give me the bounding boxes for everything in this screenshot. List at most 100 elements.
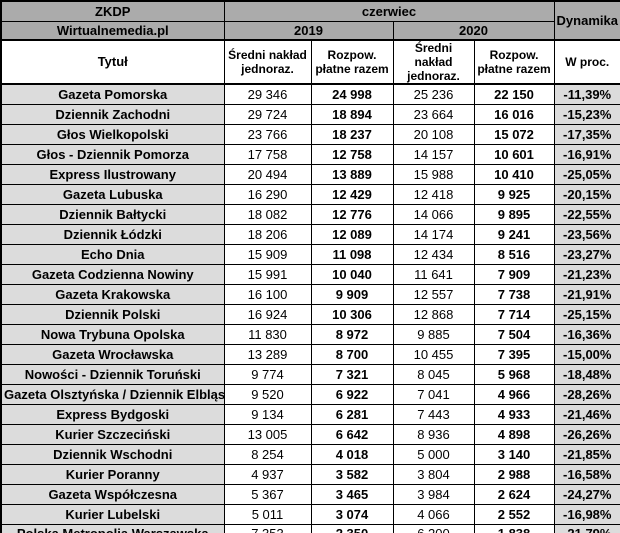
title-cell: Nowości - Dziennik Toruński xyxy=(0,363,225,385)
title-cell: Nowa Trybuna Opolska xyxy=(0,323,225,345)
paid-2020-cell: 16 016 xyxy=(473,103,555,125)
avg-2019-cell: 16 100 xyxy=(223,283,312,305)
dynamics-cell: -20,15% xyxy=(553,183,620,205)
avg-2019-cell: 11 830 xyxy=(223,323,312,345)
paid-2019-cell: 13 889 xyxy=(310,163,394,185)
table-row: Gazeta Olsztyńska / Dziennik Elbląski 9 … xyxy=(0,383,620,405)
paid-2019-cell: 12 758 xyxy=(310,143,394,165)
paid-2019-cell: 2 350 xyxy=(310,523,394,533)
paid-2019-cell: 6 922 xyxy=(310,383,394,405)
dynamics-cell: -15,23% xyxy=(553,103,620,125)
avg-2020-cell: 14 157 xyxy=(392,143,475,165)
title-cell: Gazeta Pomorska xyxy=(0,83,225,105)
avg-2019-cell: 16 924 xyxy=(223,303,312,325)
dynamics-cell: -21,23% xyxy=(553,263,620,285)
title-cell: Gazeta Krakowska xyxy=(0,283,225,305)
avg-2020-cell: 15 988 xyxy=(392,163,475,185)
paid-2020-cell: 2 988 xyxy=(473,463,555,485)
year-2019-label: 2019 xyxy=(223,20,394,41)
dynamics-cell: -21,85% xyxy=(553,443,620,465)
dynamics-cell: -25,05% xyxy=(553,163,620,185)
table-row: Express Bydgoski 9 134 6 281 7 443 4 933… xyxy=(0,403,620,425)
paid-2020-cell: 8 516 xyxy=(473,243,555,265)
paid-2020-cell: 15 072 xyxy=(473,123,555,145)
header-row-1: ZKDP czerwiec Dynamika xyxy=(0,0,620,41)
table-row: Kurier Szczeciński 13 005 6 642 8 936 4 … xyxy=(0,423,620,445)
dynamics-cell: -26,26% xyxy=(553,423,620,445)
dynamics-cell: -16,98% xyxy=(553,503,620,525)
table-row: Nowa Trybuna Opolska 11 830 8 972 9 885 … xyxy=(0,323,620,345)
table-row: Głos - Dziennik Pomorza 17 758 12 758 14… xyxy=(0,143,620,165)
dynamics-cell: -21,79% xyxy=(553,523,620,533)
dynamics-cell: -18,48% xyxy=(553,363,620,385)
table-row: Nowości - Dziennik Toruński 9 774 7 321 … xyxy=(0,363,620,385)
title-cell: Głos Wielkopolski xyxy=(0,123,225,145)
paid-2019-cell: 4 018 xyxy=(310,443,394,465)
avg-2019-cell: 29 724 xyxy=(223,103,312,125)
paid-2019-cell: 3 465 xyxy=(310,483,394,505)
dynamics-cell: -24,27% xyxy=(553,483,620,505)
percent-column-header: W proc. xyxy=(553,39,620,85)
avg-2019-column-header: Średni nakład jednoraz. xyxy=(223,39,312,85)
avg-2020-cell: 8 936 xyxy=(392,423,475,445)
avg-2019-cell: 23 766 xyxy=(223,123,312,145)
paid-2019-cell: 12 429 xyxy=(310,183,394,205)
title-cell: Dziennik Zachodni xyxy=(0,103,225,125)
avg-2019-cell: 9 134 xyxy=(223,403,312,425)
title-cell: Kurier Szczeciński xyxy=(0,423,225,445)
column-header-row: Tytuł Średni nakład jednoraz. Rozpow. pł… xyxy=(0,39,620,85)
avg-2019-cell: 4 937 xyxy=(223,463,312,485)
avg-2020-cell: 11 641 xyxy=(392,263,475,285)
paid-2019-cell: 11 098 xyxy=(310,243,394,265)
title-column-header: Tytuł xyxy=(0,39,225,85)
title-cell: Dziennik Łódzki xyxy=(0,223,225,245)
avg-2019-cell: 16 290 xyxy=(223,183,312,205)
avg-2019-cell: 9 520 xyxy=(223,383,312,405)
avg-2020-cell: 6 200 xyxy=(392,523,475,533)
table-row: Głos Wielkopolski 23 766 18 237 20 108 1… xyxy=(0,123,620,145)
year-2020-label: 2020 xyxy=(392,20,555,41)
table-row: Dziennik Zachodni 29 724 18 894 23 664 1… xyxy=(0,103,620,125)
title-cell: Gazeta Codzienna Nowiny xyxy=(0,263,225,285)
site-label: Wirtualnemedia.pl xyxy=(0,20,225,41)
dynamics-cell: -21,91% xyxy=(553,283,620,305)
avg-2019-cell: 15 991 xyxy=(223,263,312,285)
table-row: Dziennik Bałtycki 18 082 12 776 14 066 9… xyxy=(0,203,620,225)
paid-2019-cell: 10 040 xyxy=(310,263,394,285)
paid-2019-cell: 8 700 xyxy=(310,343,394,365)
dynamics-cell: -16,36% xyxy=(553,323,620,345)
avg-2020-cell: 14 066 xyxy=(392,203,475,225)
dynamics-cell: -17,35% xyxy=(553,123,620,145)
avg-2019-cell: 17 758 xyxy=(223,143,312,165)
table-row: Gazeta Lubuska 16 290 12 429 12 418 9 92… xyxy=(0,183,620,205)
paid-2019-column-header: Rozpow. płatne razem xyxy=(310,39,394,85)
paid-2020-cell: 9 895 xyxy=(473,203,555,225)
avg-2020-cell: 25 236 xyxy=(392,83,475,105)
avg-2020-cell: 12 868 xyxy=(392,303,475,325)
table-row: Dziennik Łódzki 18 206 12 089 14 174 9 2… xyxy=(0,223,620,245)
paid-2020-cell: 2 552 xyxy=(473,503,555,525)
dynamics-cell: -21,46% xyxy=(553,403,620,425)
paid-2020-cell: 4 966 xyxy=(473,383,555,405)
avg-2020-cell: 7 041 xyxy=(392,383,475,405)
title-cell: Express Ilustrowany xyxy=(0,163,225,185)
paid-2020-cell: 7 909 xyxy=(473,263,555,285)
paid-2020-cell: 5 968 xyxy=(473,363,555,385)
dynamics-cell: -15,00% xyxy=(553,343,620,365)
title-cell: Kurier Poranny xyxy=(0,463,225,485)
paid-2019-cell: 24 998 xyxy=(310,83,394,105)
title-cell: Kurier Lubelski xyxy=(0,503,225,525)
avg-2019-cell: 5 011 xyxy=(223,503,312,525)
dynamics-cell: -23,27% xyxy=(553,243,620,265)
dynamics-cell: -11,39% xyxy=(553,83,620,105)
table-row: Kurier Lubelski 5 011 3 074 4 066 2 552 … xyxy=(0,503,620,525)
paid-2019-cell: 3 074 xyxy=(310,503,394,525)
title-cell: Gazeta Wrocławska xyxy=(0,343,225,365)
avg-2020-cell: 3 804 xyxy=(392,463,475,485)
table-row: Kurier Poranny 4 937 3 582 3 804 2 988 -… xyxy=(0,463,620,485)
avg-2020-cell: 20 108 xyxy=(392,123,475,145)
title-cell: Dziennik Polski xyxy=(0,303,225,325)
table-row: Gazeta Pomorska 29 346 24 998 25 236 22 … xyxy=(0,83,620,105)
avg-2019-cell: 9 774 xyxy=(223,363,312,385)
